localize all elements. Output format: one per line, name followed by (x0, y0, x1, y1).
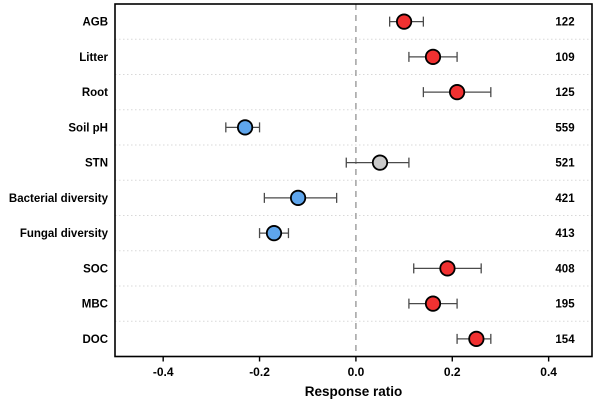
x-tick-label: 0.4 (540, 365, 557, 379)
sample-size-label: 195 (555, 299, 575, 311)
effect-size-marker (265, 225, 283, 242)
sample-size-label: 408 (555, 263, 575, 275)
effect-size-marker (395, 13, 413, 30)
row-label: AGB (82, 17, 108, 29)
sample-size-label: 154 (555, 334, 575, 346)
sample-size-label: 559 (555, 122, 574, 134)
row-label: Fungal diversity (20, 228, 109, 240)
x-tick-label: -0.2 (249, 365, 270, 379)
sample-size-label: 413 (555, 228, 574, 240)
sample-size-label: 125 (555, 87, 575, 99)
row-label: Root (82, 87, 108, 99)
effect-size-marker (424, 48, 442, 65)
effect-size-marker (236, 119, 254, 136)
x-axis-label: Response ratio (305, 384, 403, 399)
effect-size-marker (424, 295, 442, 312)
row-label: DOC (82, 334, 108, 346)
plot-frame (114, 3, 593, 358)
effect-size-marker (468, 330, 485, 347)
sample-size-label: 122 (555, 17, 574, 29)
sample-size-label: 109 (555, 52, 574, 64)
effect-size-marker (371, 154, 389, 171)
row-label: Soil pH (68, 122, 108, 134)
effect-size-marker (448, 84, 466, 101)
row-label: Bacterial diversity (9, 193, 109, 205)
x-tick-label: 0.2 (444, 365, 461, 379)
x-tick-label: -0.4 (153, 365, 174, 379)
effect-size-marker (289, 189, 307, 206)
effect-size-marker (439, 260, 456, 277)
row-label: Litter (79, 52, 108, 64)
sample-size-label: 421 (555, 193, 575, 205)
row-label: STN (85, 158, 108, 170)
x-tick-label: 0.0 (348, 365, 365, 379)
sample-size-label: 521 (555, 158, 575, 170)
row-label: SOC (83, 263, 108, 275)
row-label: MBC (82, 299, 108, 311)
